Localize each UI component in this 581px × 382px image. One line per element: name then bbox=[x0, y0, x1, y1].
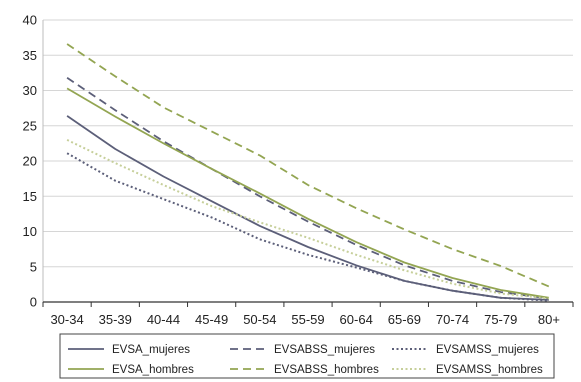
legend-label: EVSAMSS_mujeres bbox=[436, 344, 539, 356]
series-line-EVSAMSS_hombres bbox=[66, 138, 550, 300]
series-line-EVSA_mujeres bbox=[66, 115, 549, 301]
legend-label: EVSABSS_mujeres bbox=[274, 344, 375, 356]
y-tick-label: 40 bbox=[23, 13, 37, 28]
gridlines bbox=[42, 19, 573, 302]
y-tick-label: 5 bbox=[30, 259, 37, 274]
x-tick-label: 70-74 bbox=[436, 312, 469, 327]
y-axis-ticks: 0 5 10 15 20 25 30 35 40 bbox=[23, 13, 37, 310]
y-tick-label: 30 bbox=[23, 83, 37, 98]
y-tick-label: 0 bbox=[30, 295, 37, 310]
x-tick-label: 40-44 bbox=[147, 312, 180, 327]
x-tick-label: 60-64 bbox=[340, 312, 373, 327]
y-tick-label: 10 bbox=[23, 224, 37, 239]
legend: EVSA_mujeres EVSABSS_mujeres EVSAMSS_mujer… bbox=[59, 333, 555, 379]
y-tick-label: 20 bbox=[23, 154, 37, 169]
x-tick-label: 50-54 bbox=[243, 312, 276, 327]
series-line-EVSA_hombres bbox=[66, 87, 550, 299]
x-axis-ticks: 30-34 35-39 40-44 45-49 50-54 55-59 60-64 65-69… bbox=[50, 312, 559, 327]
x-axis bbox=[42, 301, 574, 307]
legend-label: EVSA_mujeres bbox=[112, 344, 190, 356]
x-tick-label: 35-39 bbox=[99, 312, 132, 327]
series-line-EVSABSS_mujeres bbox=[66, 77, 550, 300]
legend-label: EVSA_hombres bbox=[112, 364, 194, 376]
series-line-EVSABSS_hombres bbox=[66, 43, 550, 288]
x-tick-label: 55-59 bbox=[291, 312, 324, 327]
series-lines bbox=[66, 43, 550, 302]
x-tick-label: 45-49 bbox=[195, 312, 228, 327]
legend-label: EVSABSS_hombres bbox=[274, 364, 379, 376]
legend-label: EVSAMSS_hombres bbox=[436, 364, 543, 376]
x-tick-label: 75-79 bbox=[484, 312, 517, 327]
series-line-EVSAMSS_mujeres bbox=[66, 152, 549, 302]
x-tick-label: 80+ bbox=[538, 312, 560, 327]
x-tick-label: 30-34 bbox=[50, 312, 83, 327]
y-tick-label: 35 bbox=[23, 48, 37, 63]
x-tick-label: 65-69 bbox=[388, 312, 421, 327]
legend-box bbox=[59, 333, 555, 379]
y-tick-label: 25 bbox=[23, 118, 37, 133]
y-tick-label: 15 bbox=[23, 189, 37, 204]
